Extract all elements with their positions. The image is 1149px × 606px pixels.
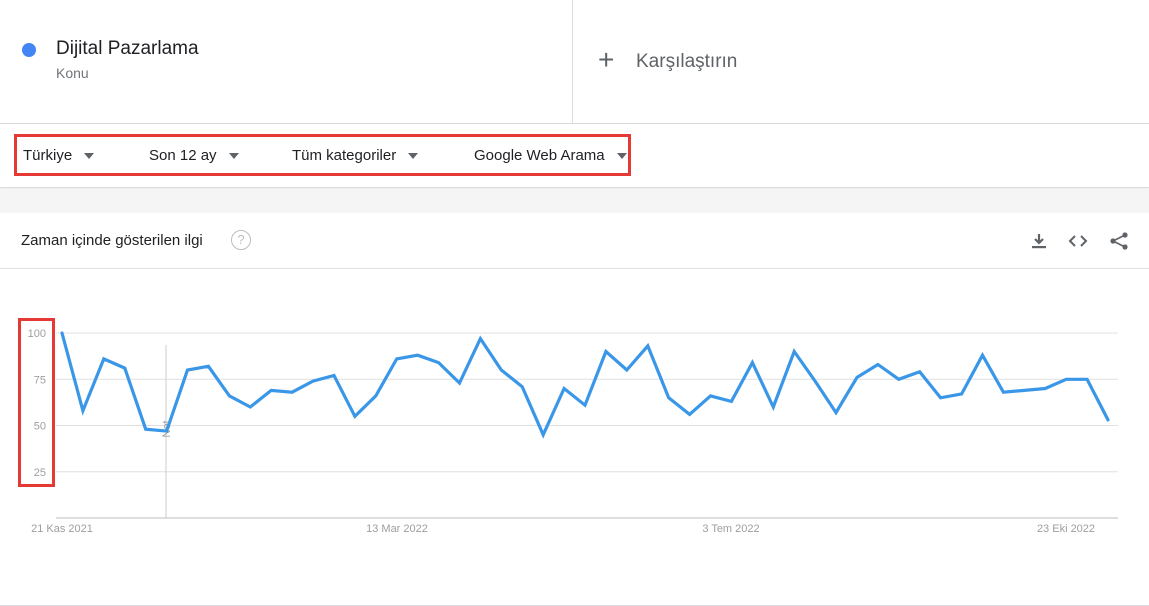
interest-over-time-card: Zaman içinde gösterilen ilgi ? 25 50 75 100…	[0, 213, 1149, 606]
x-tick-label: 3 Tem 2022	[702, 523, 759, 535]
caret-down-icon	[84, 152, 95, 159]
compare-label: Karşılaştırın	[636, 51, 738, 72]
search-term-card[interactable]: Dijital Pazarlama Konu	[0, 0, 573, 124]
search-type-label: Google Web Arama	[474, 147, 605, 164]
compare-button[interactable]: + Karşılaştırın	[574, 0, 1149, 124]
help-icon[interactable]: ?	[231, 230, 251, 250]
card-title: Zaman içinde gösterilen ilgi	[21, 232, 203, 249]
y-tick-label: 50	[34, 421, 46, 433]
y-tick-label: 75	[34, 374, 46, 386]
period-dropdown[interactable]: Son 12 ay	[149, 147, 239, 164]
caret-down-icon	[408, 152, 419, 159]
x-tick-label: 23 Eki 2022	[1037, 523, 1095, 535]
caret-down-icon	[616, 152, 627, 159]
category-dropdown[interactable]: Tüm kategoriler	[292, 147, 419, 164]
term-color-dot	[22, 43, 36, 57]
card-header: Zaman içinde gösterilen ilgi ?	[0, 213, 1149, 269]
x-tick-label: 21 Kas 2021	[31, 523, 93, 535]
highlight-box	[14, 134, 631, 176]
x-tick-label: 13 Mar 2022	[366, 523, 428, 535]
embed-icon[interactable]	[1067, 230, 1089, 252]
term-type: Konu	[56, 65, 89, 81]
y-tick-label: 100	[28, 328, 46, 340]
highlight-box-yaxis	[18, 318, 55, 487]
region-dropdown[interactable]: Türkiye	[23, 147, 95, 164]
term-name[interactable]: Dijital Pazarlama	[56, 38, 199, 59]
y-tick-label: 25	[34, 467, 46, 479]
search-type-dropdown[interactable]: Google Web Arama	[474, 147, 627, 164]
filter-bar: Türkiye Son 12 ay Tüm kategoriler Google…	[0, 124, 1149, 188]
region-label: Türkiye	[23, 147, 73, 164]
category-label: Tüm kategoriler	[292, 147, 397, 164]
plus-icon: +	[598, 44, 615, 75]
download-icon[interactable]	[1028, 230, 1050, 252]
caret-down-icon	[228, 152, 239, 159]
series-line	[60, 331, 1110, 439]
share-icon[interactable]	[1108, 230, 1130, 252]
header: Dijital Pazarlama Konu + Karşılaştırın	[0, 0, 1149, 124]
period-label: Son 12 ay	[149, 147, 217, 164]
section-gap	[0, 189, 1149, 213]
